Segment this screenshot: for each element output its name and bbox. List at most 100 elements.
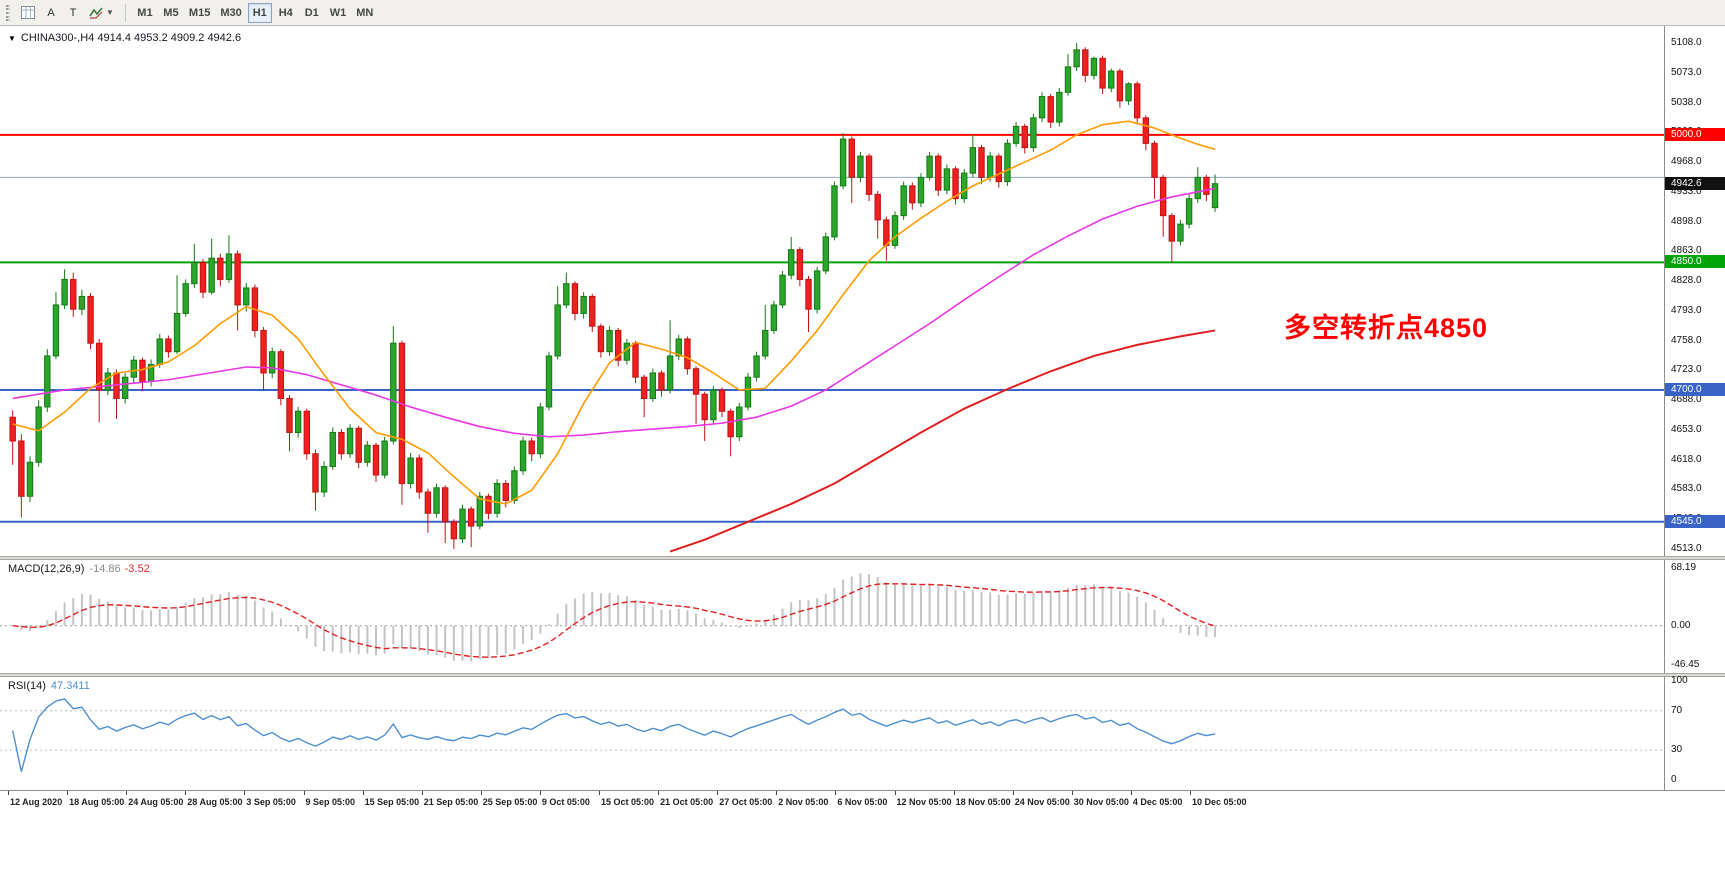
arrow-tool-button[interactable]: A xyxy=(40,3,62,23)
price-line-tag: 4850.0 xyxy=(1665,255,1725,269)
time-tick xyxy=(244,791,246,795)
time-axis-label: 18 Nov 05:00 xyxy=(955,797,1011,807)
price-chart-plot[interactable] xyxy=(0,26,1664,556)
price-tick-label: 5038.0 xyxy=(1671,96,1702,108)
time-tick xyxy=(658,791,660,795)
time-axis-label: 27 Oct 05:00 xyxy=(719,797,773,807)
time-axis-label: 15 Oct 05:00 xyxy=(601,797,655,807)
timeframe-button-h1[interactable]: H1 xyxy=(247,2,272,23)
price-tick-label: 4828.0 xyxy=(1671,275,1702,287)
price-chart-panel: ▼ CHINA300-,H4 4914.4 4953.2 4909.2 4942… xyxy=(0,26,1725,556)
timeframe-button-mn[interactable]: MN xyxy=(352,3,377,23)
time-tick xyxy=(185,791,187,795)
chevron-down-icon: ▼ xyxy=(106,8,114,17)
time-axis-label: 9 Oct 05:00 xyxy=(541,797,590,807)
rsi-panel: RSI(14) 47.3411 100 70 30 0 xyxy=(0,675,1725,790)
objects-dropdown-button[interactable]: ▼ xyxy=(84,3,119,23)
price-tick-label: 4723.0 xyxy=(1671,364,1702,376)
time-axis-label: 24 Nov 05:00 xyxy=(1014,797,1070,807)
toolbar-separator xyxy=(124,3,126,22)
ma-fast-line xyxy=(12,120,1216,505)
timeframe-button-m5[interactable]: M5 xyxy=(159,3,183,23)
time-tick xyxy=(67,791,69,795)
text-tool-button[interactable]: T xyxy=(62,3,84,23)
macd-value-signal: -3.52 xyxy=(124,563,150,575)
time-axis-label: 9 Sep 05:00 xyxy=(305,797,356,807)
time-tick xyxy=(835,791,837,795)
price-line-tag: 4700.0 xyxy=(1665,382,1725,396)
panel-separator[interactable] xyxy=(0,673,1725,677)
timeframe-group: M1 M5 M15 M30 H1 H4 D1 W1 MN xyxy=(132,2,378,23)
time-tick xyxy=(1012,791,1014,795)
chart-annotation-text: 多空转折点4850 xyxy=(1284,313,1489,343)
toolbar-grip[interactable] xyxy=(6,4,10,21)
time-axis-label: 18 Aug 05:00 xyxy=(69,797,125,807)
time-tick xyxy=(421,791,423,795)
price-tick-label: 5073.0 xyxy=(1671,66,1702,78)
timeframe-button-h4[interactable]: H4 xyxy=(274,3,298,23)
time-tick xyxy=(480,791,482,795)
price-tick-label: 4618.0 xyxy=(1671,453,1702,465)
price-tick-label: 4968.0 xyxy=(1671,156,1702,168)
toolbar: A T ▼ M1 M5 M15 M30 H1 H4 D1 W1 MN xyxy=(0,0,1725,26)
rsi-label: RSI(14) 47.3411 xyxy=(8,680,90,692)
time-axis-label: 12 Aug 2020 xyxy=(10,797,63,807)
price-axis[interactable]: 5108.05073.05038.05003.04968.04933.04898… xyxy=(1664,26,1725,556)
time-axis-label: 30 Nov 05:00 xyxy=(1073,797,1129,807)
price-tick-label: 4583.0 xyxy=(1671,483,1702,495)
timeframe-button-m30[interactable]: M30 xyxy=(216,3,245,23)
time-axis-label: 3 Sep 05:00 xyxy=(246,797,296,807)
time-axis-label: 28 Aug 05:00 xyxy=(187,797,243,807)
rsi-plot[interactable] xyxy=(0,677,1664,790)
time-axis-label: 21 Sep 05:00 xyxy=(423,797,479,807)
shapes-icon xyxy=(89,7,103,19)
time-tick xyxy=(776,791,778,795)
time-tick xyxy=(599,791,600,795)
price-tick-label: 4758.0 xyxy=(1671,334,1702,346)
rsi-axis[interactable]: 100 70 30 0 xyxy=(1664,675,1725,790)
time-axis-label: 21 Oct 05:00 xyxy=(660,797,714,807)
tick-chart-icon[interactable] xyxy=(16,3,40,23)
chart-title: ▼ CHINA300-,H4 4914.4 4953.2 4909.2 4942… xyxy=(8,32,241,44)
panel-separator[interactable] xyxy=(0,556,1725,560)
macd-label: MACD(12,26,9) -14.86 -3.52 xyxy=(8,563,150,575)
time-tick xyxy=(1130,791,1132,795)
time-axis-label: 12 Nov 05:00 xyxy=(896,797,952,807)
macd-plot[interactable] xyxy=(0,560,1664,673)
rsi-tick-label: 70 xyxy=(1671,704,1683,716)
rsi-value: 47.3411 xyxy=(50,680,90,692)
rsi-tick-label: 30 xyxy=(1671,744,1683,756)
time-axis-label: 25 Sep 05:00 xyxy=(482,797,538,807)
symbol-marker-icon[interactable]: ▼ xyxy=(8,33,16,43)
macd-tick-label: 0.00 xyxy=(1671,619,1691,631)
price-line-tag: 4545.0 xyxy=(1665,514,1725,528)
price-tick-label: 4933.0 xyxy=(1671,185,1702,197)
current-price-tag: 4942.6 xyxy=(1665,176,1725,190)
timeframe-button-w1[interactable]: W1 xyxy=(326,3,351,23)
macd-tick-label: 68.19 xyxy=(1671,562,1697,573)
timeframe-button-d1[interactable]: D1 xyxy=(300,3,324,23)
price-tick-label: 5108.0 xyxy=(1671,37,1702,48)
time-axis-label: 4 Dec 05:00 xyxy=(1132,797,1183,807)
ma-slow-line xyxy=(669,329,1216,553)
price-tick-label: 4793.0 xyxy=(1671,304,1702,316)
macd-signal-line xyxy=(12,583,1216,658)
grid-icon xyxy=(21,6,35,19)
macd-tick-label: -46.45 xyxy=(1671,659,1700,670)
ma-mid-line xyxy=(12,187,1216,438)
time-tick xyxy=(8,791,9,795)
timeframe-button-m15[interactable]: M15 xyxy=(185,3,214,23)
macd-axis[interactable]: 68.19 0.00 -46.45 xyxy=(1664,560,1725,673)
price-tick-label: 4688.0 xyxy=(1671,394,1702,406)
price-line-tag: 5000.0 xyxy=(1665,127,1725,141)
time-tick xyxy=(1071,791,1073,795)
time-axis-label: 15 Sep 05:00 xyxy=(364,797,420,807)
rsi-tick-label: 100 xyxy=(1671,675,1688,686)
rsi-name: RSI(14) xyxy=(8,680,46,692)
time-axis[interactable]: 12 Aug 2020 18 Aug 05:00 24 Aug 05:00 28 Au… xyxy=(0,790,1725,812)
timeframe-button-m1[interactable]: M1 xyxy=(133,3,157,23)
price-tick-label: 4513.0 xyxy=(1671,542,1702,554)
time-axis-label: 6 Nov 05:00 xyxy=(837,797,888,807)
price-tick-label: 4863.0 xyxy=(1671,245,1702,257)
